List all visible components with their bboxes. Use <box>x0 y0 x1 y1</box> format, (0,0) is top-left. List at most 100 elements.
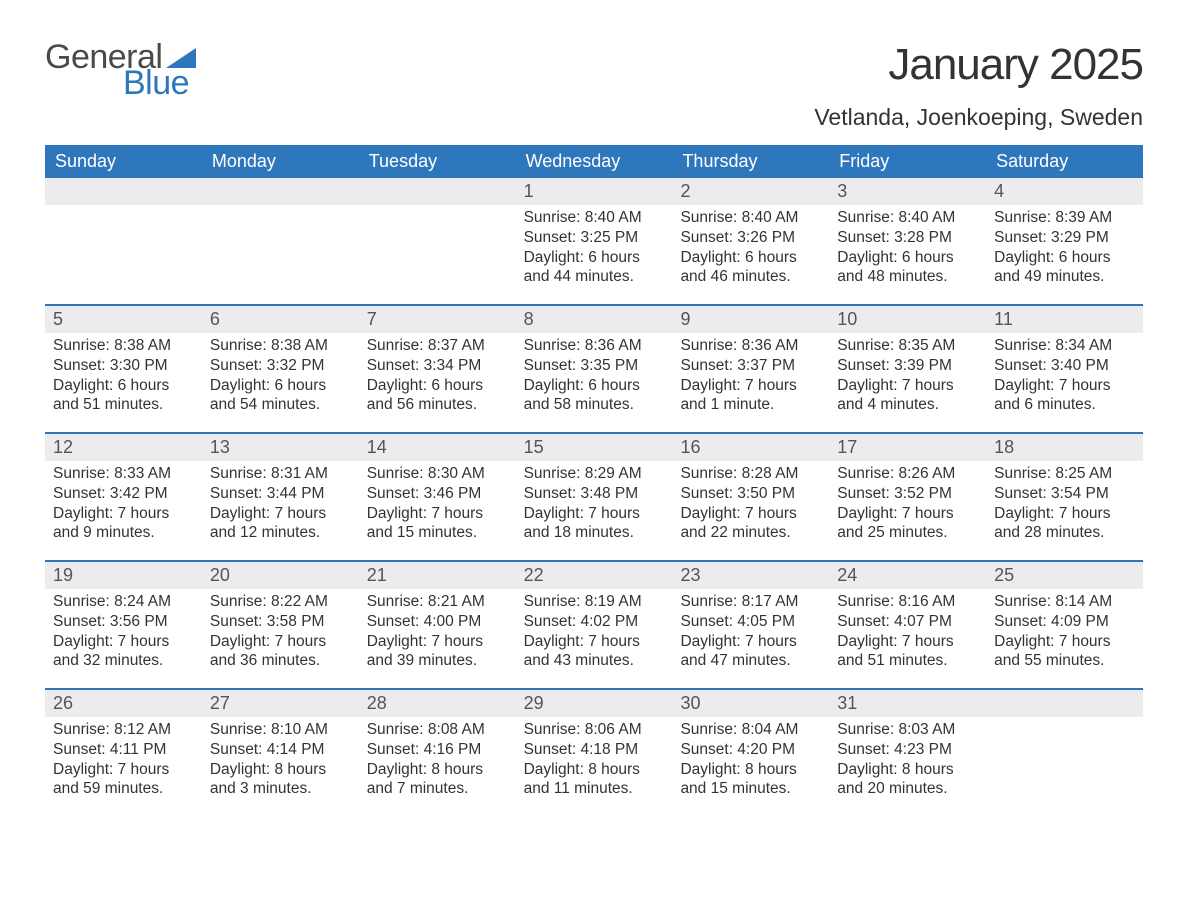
day-number: 24 <box>837 565 857 585</box>
week-row: 26 Sunrise: 8:12 AMSunset: 4:11 PMDayligh… <box>45 688 1143 816</box>
sunrise-line: Sunrise: 8:35 AM <box>837 336 978 356</box>
day-number: 18 <box>994 437 1014 457</box>
daynum-row: 23 <box>672 562 829 589</box>
sunset-line: Sunset: 3:48 PM <box>524 484 665 504</box>
calendar-cell: 18 Sunrise: 8:25 AMSunset: 3:54 PMDayligh… <box>986 434 1143 560</box>
cell-body: Sunrise: 8:12 AMSunset: 4:11 PMDaylight:… <box>45 717 202 805</box>
day-number: 4 <box>994 181 1004 201</box>
calendar-cell: 10Sunrise: 8:35 AMSunset: 3:39 PMDayligh… <box>829 306 986 432</box>
cell-body: Sunrise: 8:25 AMSunset: 3:54 PMDaylight:… <box>986 461 1143 549</box>
daynum-row: 19 <box>45 562 202 589</box>
daynum-row <box>45 178 202 205</box>
sunset-line: Sunset: 4:14 PM <box>210 740 351 760</box>
dl2-line: and 43 minutes. <box>524 651 665 671</box>
calendar-cell: 14Sunrise: 8:30 AMSunset: 3:46 PMDayligh… <box>359 434 516 560</box>
sunset-line: Sunset: 3:30 PM <box>53 356 194 376</box>
dayhead-friday: Friday <box>829 145 986 178</box>
week-row: 1Sunrise: 8:40 AMSunset: 3:25 PMDaylight… <box>45 178 1143 304</box>
daynum-row: 17 <box>829 434 986 461</box>
dl2-line: and 36 minutes. <box>210 651 351 671</box>
calendar-cell: 20Sunrise: 8:22 AMSunset: 3:58 PMDayligh… <box>202 562 359 688</box>
daynum-row: 7 <box>359 306 516 333</box>
daynum-row: 18 <box>986 434 1143 461</box>
cell-body: Sunrise: 8:36 AMSunset: 3:37 PMDaylight:… <box>672 333 829 421</box>
daynum-row: 25 <box>986 562 1143 589</box>
dl1-line: Daylight: 8 hours <box>367 760 508 780</box>
sunrise-line: Sunrise: 8:03 AM <box>837 720 978 740</box>
cell-body: Sunrise: 8:38 AMSunset: 3:32 PMDaylight:… <box>202 333 359 421</box>
calendar-cell: 4Sunrise: 8:39 AMSunset: 3:29 PMDaylight… <box>986 178 1143 304</box>
calendar-cell: 16Sunrise: 8:28 AMSunset: 3:50 PMDayligh… <box>672 434 829 560</box>
dl2-line: and 25 minutes. <box>837 523 978 543</box>
day-number: 17 <box>837 437 857 457</box>
day-number: 5 <box>53 309 63 329</box>
dl1-line: Daylight: 7 hours <box>680 632 821 652</box>
dl2-line: and 15 minutes. <box>367 523 508 543</box>
calendar-cell: 5 Sunrise: 8:38 AMSunset: 3:30 PMDaylight… <box>45 306 202 432</box>
sunset-line: Sunset: 3:32 PM <box>210 356 351 376</box>
cell-body: Sunrise: 8:40 AMSunset: 3:25 PMDaylight:… <box>516 205 673 293</box>
sunrise-line: Sunrise: 8:34 AM <box>994 336 1135 356</box>
daynum-row: 8 <box>516 306 673 333</box>
calendar-cell: 28Sunrise: 8:08 AMSunset: 4:16 PMDayligh… <box>359 690 516 816</box>
dl2-line: and 28 minutes. <box>994 523 1135 543</box>
cell-body: Sunrise: 8:16 AMSunset: 4:07 PMDaylight:… <box>829 589 986 677</box>
calendar-cell: 9Sunrise: 8:36 AMSunset: 3:37 PMDaylight… <box>672 306 829 432</box>
daynum-row: 6 <box>202 306 359 333</box>
sunrise-line: Sunrise: 8:10 AM <box>210 720 351 740</box>
dl1-line: Daylight: 7 hours <box>210 632 351 652</box>
sunrise-line: Sunrise: 8:40 AM <box>680 208 821 228</box>
day-number: 26 <box>53 693 73 713</box>
sunset-line: Sunset: 4:23 PM <box>837 740 978 760</box>
dl1-line: Daylight: 7 hours <box>680 376 821 396</box>
sunset-line: Sunset: 3:58 PM <box>210 612 351 632</box>
dl2-line: and 51 minutes. <box>837 651 978 671</box>
dl2-line: and 4 minutes. <box>837 395 978 415</box>
cell-body: Sunrise: 8:06 AMSunset: 4:18 PMDaylight:… <box>516 717 673 805</box>
sunset-line: Sunset: 3:46 PM <box>367 484 508 504</box>
cell-body: Sunrise: 8:38 AMSunset: 3:30 PMDaylight:… <box>45 333 202 421</box>
sunrise-line: Sunrise: 8:12 AM <box>53 720 194 740</box>
dl1-line: Daylight: 6 hours <box>524 376 665 396</box>
dl1-line: Daylight: 7 hours <box>53 760 194 780</box>
dl1-line: Daylight: 7 hours <box>524 504 665 524</box>
sunrise-line: Sunrise: 8:38 AM <box>210 336 351 356</box>
calendar-cell: 26 Sunrise: 8:12 AMSunset: 4:11 PMDayligh… <box>45 690 202 816</box>
calendar-cell: 17 Sunrise: 8:26 AMSunset: 3:52 PMDayligh… <box>829 434 986 560</box>
dl1-line: Daylight: 6 hours <box>53 376 194 396</box>
dl2-line: and 9 minutes. <box>53 523 194 543</box>
dl1-line: Daylight: 7 hours <box>994 376 1135 396</box>
day-number: 11 <box>994 309 1013 329</box>
dl1-line: Daylight: 6 hours <box>367 376 508 396</box>
calendar-cell: 8Sunrise: 8:36 AMSunset: 3:35 PMDaylight… <box>516 306 673 432</box>
sunrise-line: Sunrise: 8:39 AM <box>994 208 1135 228</box>
dl1-line: Daylight: 8 hours <box>524 760 665 780</box>
daynum-row: 31 <box>829 690 986 717</box>
sunset-line: Sunset: 3:54 PM <box>994 484 1135 504</box>
calendar-cell: 12Sunrise: 8:33 AMSunset: 3:42 PMDayligh… <box>45 434 202 560</box>
sunrise-line: Sunrise: 8:19 AM <box>524 592 665 612</box>
calendar-cell: 23Sunrise: 8:17 AMSunset: 4:05 PMDayligh… <box>672 562 829 688</box>
calendar-cell: 19Sunrise: 8:24 AMSunset: 3:56 PMDayligh… <box>45 562 202 688</box>
calendar-cell: 15Sunrise: 8:29 AMSunset: 3:48 PMDayligh… <box>516 434 673 560</box>
dl1-line: Daylight: 7 hours <box>994 504 1135 524</box>
cell-body: Sunrise: 8:30 AMSunset: 3:46 PMDaylight:… <box>359 461 516 549</box>
logo-word-blue: Blue <box>123 66 189 100</box>
sunset-line: Sunset: 3:34 PM <box>367 356 508 376</box>
sunrise-line: Sunrise: 8:26 AM <box>837 464 978 484</box>
dl1-line: Daylight: 7 hours <box>53 504 194 524</box>
sunrise-line: Sunrise: 8:28 AM <box>680 464 821 484</box>
cell-body: Sunrise: 8:26 AMSunset: 3:52 PMDaylight:… <box>829 461 986 549</box>
dl2-line: and 59 minutes. <box>53 779 194 799</box>
daynum-row: 13 <box>202 434 359 461</box>
dl2-line: and 55 minutes. <box>994 651 1135 671</box>
daynum-row: 20 <box>202 562 359 589</box>
dl2-line: and 12 minutes. <box>210 523 351 543</box>
dayhead-monday: Monday <box>202 145 359 178</box>
dayhead-saturday: Saturday <box>986 145 1143 178</box>
daynum-row: 22 <box>516 562 673 589</box>
dayhead-tuesday: Tuesday <box>359 145 516 178</box>
day-number: 13 <box>210 437 230 457</box>
day-number: 29 <box>524 693 544 713</box>
day-number: 12 <box>53 437 73 457</box>
